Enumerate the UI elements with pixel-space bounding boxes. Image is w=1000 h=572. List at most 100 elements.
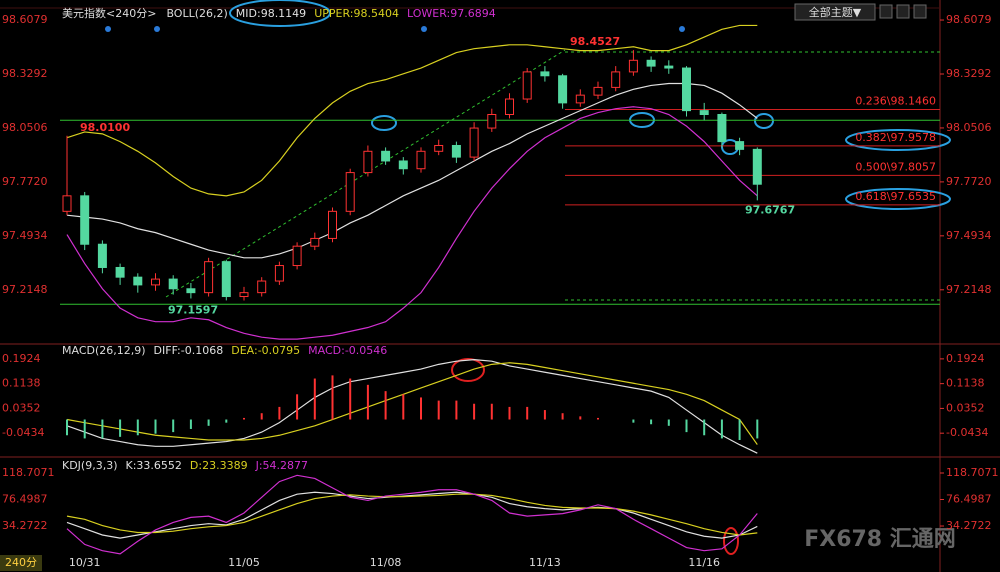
candle-body <box>62 195 72 212</box>
y-tick-label-left: 0.1924 <box>2 352 41 365</box>
macd-bar <box>650 419 653 425</box>
macd-bar <box>349 378 352 420</box>
macd-bar <box>260 413 263 420</box>
y-tick-label-left: 98.0506 <box>2 121 48 134</box>
highlight-circle <box>229 0 331 27</box>
toolbar-button[interactable] <box>794 3 876 21</box>
price-annotation: 97.1597 <box>168 303 218 316</box>
macd-bar <box>455 400 458 420</box>
y-tick-label: 34.2722 <box>946 519 992 532</box>
highlight-circle <box>845 188 951 210</box>
candle-body <box>381 150 391 162</box>
indicator-line <box>66 362 758 445</box>
macd-bar <box>526 406 529 420</box>
legend-entry: J:54.2877 <box>255 459 308 472</box>
y-tick-label: 76.4987 <box>946 493 992 506</box>
x-tick-label: 11/05 <box>228 556 260 569</box>
candle-body <box>363 150 373 174</box>
candle-body <box>115 266 125 278</box>
macd-bar <box>331 375 334 420</box>
candle-body <box>416 150 426 170</box>
macd-bar <box>508 406 511 420</box>
macd-bar <box>543 410 546 420</box>
toolbar-icon[interactable] <box>879 4 893 19</box>
candle-body <box>168 278 178 290</box>
macd-bar <box>720 419 723 439</box>
y-tick-label: 0.0352 <box>946 401 985 414</box>
macd-bar <box>473 403 476 420</box>
price-annotation: 98.4527 <box>570 35 620 48</box>
y-tick-label: 97.7720 <box>946 175 992 188</box>
price-annotation: 97.6767 <box>745 203 795 216</box>
macd-bar <box>243 417 245 420</box>
x-tick-label: 11/16 <box>688 556 720 569</box>
candle-body <box>522 71 532 100</box>
toolbar-label[interactable]: 全部主题▼ <box>809 5 862 19</box>
y-tick-label-left: 97.4934 <box>2 229 48 242</box>
macd-bar <box>119 419 122 437</box>
y-tick-label-left: 97.7720 <box>2 175 48 188</box>
candle-body <box>151 278 160 286</box>
indicator-line <box>66 474 758 555</box>
candle-body <box>558 75 568 104</box>
y-tick-label: -0.0434 <box>946 426 988 439</box>
macd-bar <box>278 406 281 420</box>
event-dot <box>679 26 685 32</box>
legend-entry: LOWER:97.6894 <box>407 7 496 20</box>
indicator-line <box>66 106 758 340</box>
indicator-label: MACD(26,12,9) <box>62 344 146 357</box>
indicator-line <box>66 493 758 536</box>
x-tick-label: 11/13 <box>529 556 561 569</box>
candle-body <box>646 59 656 67</box>
macd-bar <box>402 394 405 420</box>
event-dot <box>421 26 427 32</box>
macd-bar <box>313 378 316 420</box>
event-dot <box>105 26 111 32</box>
y-tick-label: 97.4934 <box>946 229 992 242</box>
macd-bar <box>366 384 369 420</box>
candle-body <box>274 265 284 282</box>
candle-body <box>310 237 320 247</box>
toolbar-icon[interactable] <box>913 4 927 19</box>
macd-bar <box>685 419 688 433</box>
candle-body <box>540 71 550 77</box>
macd-bar <box>756 419 759 439</box>
candle-body <box>204 261 214 294</box>
candle-body <box>682 67 691 112</box>
watermark: FX678 汇通网 <box>804 527 956 552</box>
period-badge-label[interactable]: 240分 <box>5 556 37 569</box>
macd-bar <box>66 419 68 436</box>
indicator-line <box>66 491 758 539</box>
macd-bar <box>384 391 387 420</box>
candle-body <box>735 141 745 150</box>
macd-bar <box>207 419 210 426</box>
candle-body <box>292 245 302 267</box>
legend-entry: D:23.3389 <box>190 459 248 472</box>
fib-label: 0.500\97.8057 <box>855 160 936 173</box>
price-annotation: 98.0100 <box>80 121 130 134</box>
y-tick-label: 0.1924 <box>946 352 985 365</box>
y-tick-label: 98.3292 <box>946 67 992 80</box>
legend-entry: MID:98.1149 <box>236 7 306 20</box>
macd-bar <box>189 419 192 429</box>
indicator-label: BOLL(26,2) <box>166 7 227 20</box>
candle-body <box>328 210 337 239</box>
toolbar-icon[interactable] <box>896 4 910 19</box>
period-badge[interactable] <box>0 555 42 571</box>
highlight-circle <box>723 527 739 555</box>
fib-label: 0.618\97.6535 <box>855 190 936 203</box>
candle-body <box>699 110 709 116</box>
candle-body <box>487 114 497 129</box>
candle-body <box>97 243 107 268</box>
x-tick-label: 11/08 <box>370 556 402 569</box>
macd-bar <box>703 419 706 436</box>
legend-entry: K:33.6552 <box>126 459 182 472</box>
y-tick-label-left: -0.0434 <box>2 426 44 439</box>
candle-body <box>186 288 196 294</box>
fib-label: 0.236\98.1460 <box>855 94 936 107</box>
y-tick-label-left: 0.0352 <box>2 401 41 414</box>
candle-body <box>398 160 408 170</box>
legend-entry: MACD:-0.0546 <box>308 344 387 357</box>
y-tick-label-left: 34.2722 <box>2 519 48 532</box>
candle-body <box>345 172 355 212</box>
